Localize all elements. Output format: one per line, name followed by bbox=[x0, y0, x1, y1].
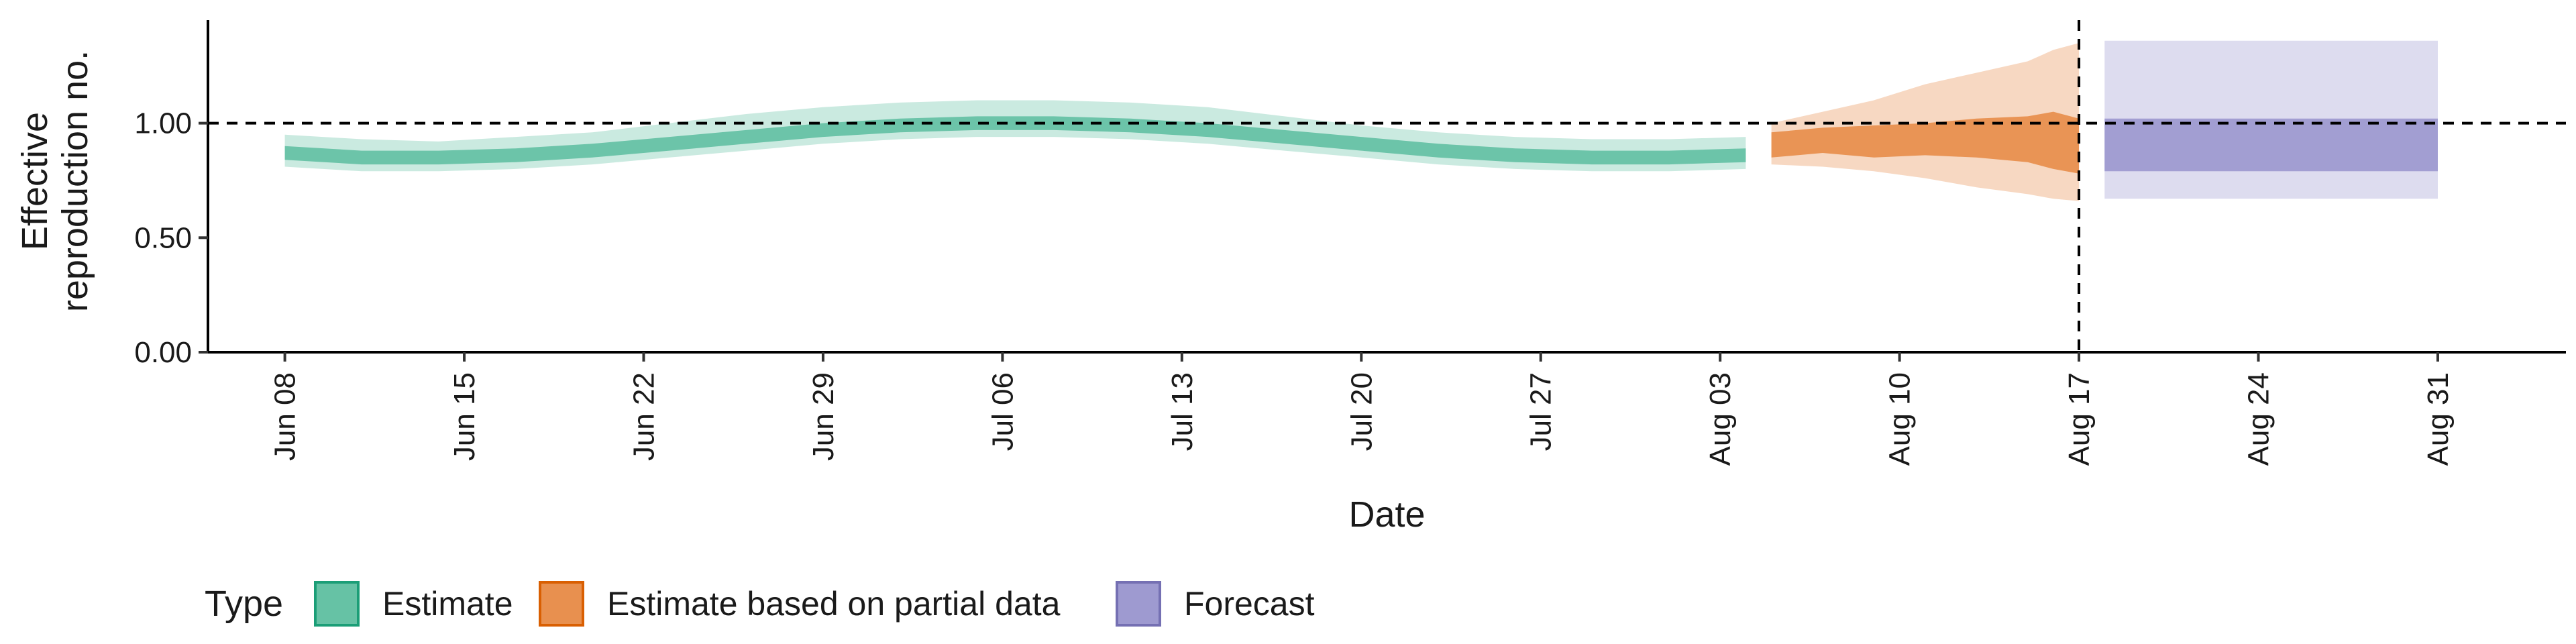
series-bands bbox=[284, 40, 2438, 201]
legend: Type Estimate Estimate based on partial da… bbox=[205, 581, 1315, 627]
y-axis-title-line: Effective bbox=[15, 112, 55, 250]
x-tick-label: Jun 15 bbox=[448, 372, 481, 461]
x-tick-label: Jun 29 bbox=[807, 372, 840, 461]
x-tick-label: Jun 08 bbox=[269, 372, 302, 461]
x-axis-title: Date bbox=[1348, 494, 1425, 535]
y-tick-label: 0.00 bbox=[134, 336, 192, 369]
x-tick-label: Aug 24 bbox=[2243, 372, 2275, 466]
x-tick-label: Jul 20 bbox=[1345, 372, 1378, 451]
y-axis-title-line: reproduction no. bbox=[55, 50, 95, 312]
band-inner-1 bbox=[1771, 111, 2080, 174]
axes: 0.00 0.50 1.00 Jun 08 Jun 15 Jun 22 Jun 29 Jul … bbox=[15, 20, 2566, 535]
x-tick-label: Jul 13 bbox=[1166, 372, 1199, 451]
x-tick-label: Aug 31 bbox=[2422, 372, 2455, 466]
legend-key-0 bbox=[314, 581, 360, 627]
y-tick-label: 0.50 bbox=[134, 221, 192, 254]
legend-label-2: Forecast bbox=[1184, 585, 1315, 623]
legend-label-0: Estimate bbox=[382, 585, 513, 623]
legend-title: Type bbox=[205, 584, 283, 624]
band-outer-0 bbox=[284, 100, 1746, 172]
band-inner-2 bbox=[2104, 118, 2438, 172]
legend-label-1: Estimate based on partial data bbox=[607, 585, 1061, 623]
x-tick-label: Jul 06 bbox=[986, 372, 1019, 451]
x-tick-label: Aug 17 bbox=[2063, 372, 2096, 466]
y-tick-label: 1.00 bbox=[134, 107, 192, 140]
y-axis-title: Effectivereproduction no. bbox=[15, 50, 95, 312]
legend-key-1 bbox=[539, 581, 584, 627]
legend-key-2 bbox=[1116, 581, 1161, 627]
x-tick-label: Jun 22 bbox=[628, 372, 661, 461]
x-tick-label: Jul 27 bbox=[1525, 372, 1558, 451]
band-inner-0 bbox=[284, 116, 1746, 165]
x-tick-label: Aug 03 bbox=[1704, 372, 1737, 466]
x-tick-label: Aug 10 bbox=[1884, 372, 1917, 466]
